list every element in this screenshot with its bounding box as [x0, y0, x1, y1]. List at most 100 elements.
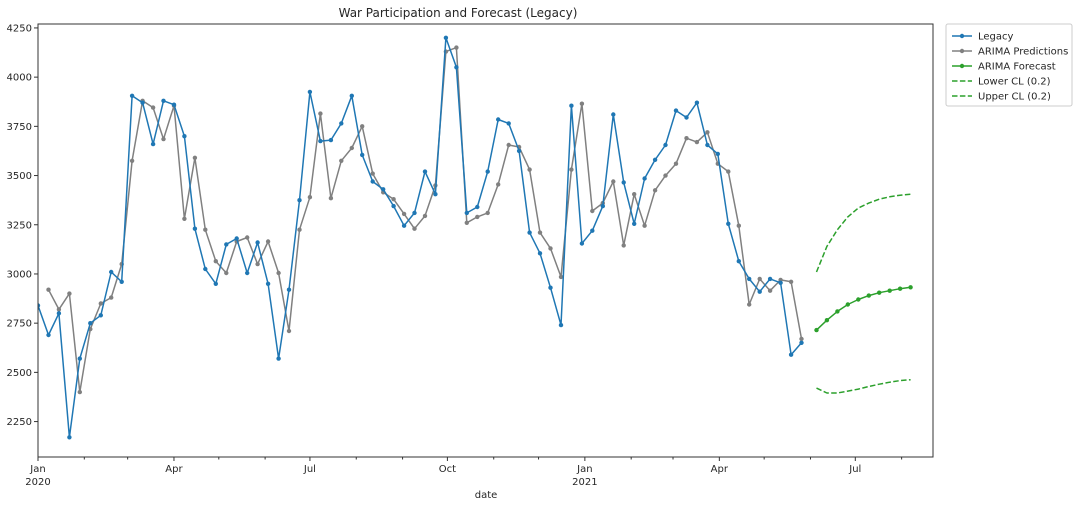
data-point — [726, 169, 731, 174]
y-tick-label: 3250 — [7, 220, 32, 231]
legend-marker — [959, 33, 965, 39]
series-line-upper-cl-0-2 — [815, 193, 911, 273]
data-point — [203, 227, 208, 232]
data-point — [192, 155, 198, 160]
data-point — [46, 287, 51, 292]
x-tick-year-label: 2021 — [572, 477, 597, 488]
series-line-lower-cl-0-2 — [816, 378, 911, 394]
legend-box — [945, 23, 1073, 107]
data-point — [203, 266, 208, 272]
data-point — [224, 270, 229, 276]
data-point — [485, 210, 490, 216]
plot-frame — [37, 23, 934, 458]
legend-marker — [959, 63, 965, 69]
data-point — [621, 180, 626, 185]
data-point — [537, 251, 543, 256]
data-point — [684, 136, 689, 141]
x-tick-label: Apr — [165, 464, 183, 475]
data-point — [297, 198, 302, 203]
data-point — [799, 336, 804, 342]
data-point — [88, 321, 93, 326]
data-point — [579, 101, 585, 106]
legend: Legacy ARIMA Predictions ARIMA Forecast Low… — [945, 23, 1073, 107]
data-point — [318, 111, 323, 116]
data-point — [286, 328, 292, 334]
data-point — [496, 117, 501, 122]
data-point — [908, 285, 913, 290]
data-point — [590, 208, 595, 214]
data-point — [46, 332, 51, 338]
data-point — [401, 223, 407, 228]
data-point — [161, 98, 166, 104]
data-point — [401, 211, 407, 217]
data-point — [318, 138, 323, 144]
data-point — [747, 276, 752, 282]
data-point — [150, 105, 156, 110]
data-point — [663, 142, 668, 148]
data-point — [234, 236, 239, 241]
data-point — [255, 240, 260, 245]
data-point — [611, 112, 616, 117]
data-point — [506, 142, 511, 148]
data-point — [642, 176, 647, 181]
data-point — [778, 280, 783, 285]
data-point — [527, 167, 532, 172]
data-point — [558, 322, 564, 328]
data-point — [897, 286, 903, 291]
data-point — [360, 152, 365, 158]
x-tick-label: Apr — [711, 464, 729, 475]
series-arima-predictions — [46, 45, 804, 395]
data-point — [182, 134, 187, 139]
x-tick-label: Jan — [29, 464, 45, 475]
data-point — [824, 318, 830, 323]
data-point — [38, 303, 41, 308]
data-point — [150, 141, 156, 147]
x-tick-label: Jul — [303, 464, 316, 475]
data-point — [887, 288, 892, 293]
data-point — [381, 187, 386, 192]
data-point — [245, 235, 250, 240]
y-tick-label: 3000 — [7, 269, 32, 280]
data-point — [694, 100, 700, 105]
data-point — [705, 130, 710, 135]
legend-label: Lower CL (0.2) — [978, 77, 1051, 88]
data-point — [590, 228, 595, 233]
data-point — [67, 435, 72, 440]
data-point — [516, 148, 522, 154]
data-point — [694, 139, 700, 145]
data-point — [485, 169, 490, 174]
data-point — [558, 274, 564, 280]
data-point — [684, 115, 689, 120]
y-tick-label: 2750 — [7, 319, 32, 330]
data-point — [652, 188, 658, 193]
data-point — [757, 276, 762, 282]
data-point — [140, 100, 145, 105]
data-point — [736, 259, 741, 264]
data-point — [109, 295, 114, 300]
data-point — [569, 167, 574, 172]
data-point — [579, 241, 585, 246]
data-point — [715, 151, 720, 157]
data-point — [464, 210, 469, 216]
data-point — [412, 210, 417, 216]
legend-item: Lower CL (0.2) — [952, 77, 1051, 88]
data-point — [757, 289, 762, 294]
y-tick-label: 4000 — [7, 73, 32, 84]
data-point — [527, 230, 532, 235]
legend-label: Upper CL (0.2) — [978, 92, 1051, 103]
data-point — [297, 227, 302, 232]
data-point — [642, 223, 647, 228]
series-line-arima-forecast — [815, 286, 911, 331]
data-point — [349, 145, 354, 151]
data-point — [600, 203, 605, 209]
legend-label: Legacy — [978, 32, 1014, 43]
data-point — [98, 301, 104, 306]
data-point — [454, 45, 459, 50]
data-point — [328, 137, 334, 143]
data-point — [119, 279, 124, 284]
data-point — [77, 389, 83, 395]
data-point — [412, 226, 417, 231]
data-point — [56, 311, 62, 316]
series-arima-forecast — [814, 285, 913, 333]
